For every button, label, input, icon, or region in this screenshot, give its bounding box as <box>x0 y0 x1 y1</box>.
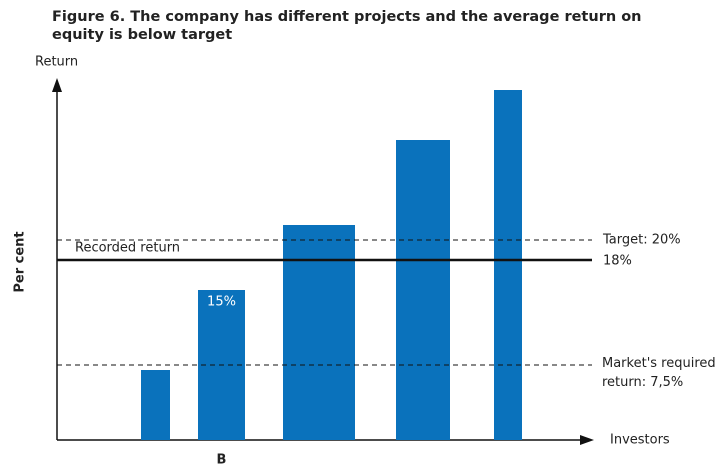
x-arrow <box>580 435 594 445</box>
reference-label: Target: 20% <box>602 233 681 248</box>
y-arrow <box>52 78 62 92</box>
bar <box>283 225 355 440</box>
y-axis-title: Return <box>35 55 78 70</box>
reference-value-label: 18% <box>603 254 632 269</box>
reference-label: Recorded return <box>75 241 180 256</box>
x-tick-label: B <box>217 453 227 468</box>
bar <box>396 140 450 440</box>
chart-title: Figure 6. The company has different proj… <box>52 9 642 43</box>
x-label: Investors <box>610 433 670 448</box>
data-label: 15% <box>207 295 236 310</box>
bar <box>494 90 522 440</box>
y-label: Per cent <box>13 231 28 292</box>
bar <box>141 370 170 440</box>
reference-label: Market's required return: 7,5% <box>602 356 716 390</box>
